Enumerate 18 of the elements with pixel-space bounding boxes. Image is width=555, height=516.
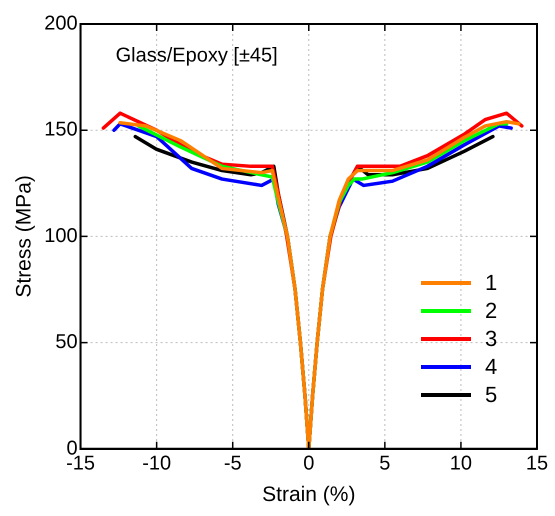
x-tick-label: 10	[450, 452, 472, 474]
x-axis-title: Strain (%)	[262, 483, 356, 506]
legend-label: 1	[485, 270, 498, 296]
legend-label: 3	[485, 326, 498, 352]
y-axis-title: Stress (MPa)	[12, 175, 36, 298]
x-tick-label: 0	[303, 452, 314, 474]
legend-label: 2	[485, 298, 498, 324]
x-tick-label: -5	[224, 452, 242, 474]
x-tick-label: 15	[526, 452, 548, 474]
y-tick-label: 200	[44, 12, 78, 35]
legend-label: 5	[485, 382, 498, 408]
y-tick-label: 100	[44, 224, 78, 247]
x-tick-label: 5	[379, 452, 390, 474]
legend-label: 4	[485, 354, 498, 380]
x-tick-label: -10	[142, 452, 172, 474]
y-tick-label: 50	[55, 331, 78, 354]
y-tick-label: 150	[44, 118, 78, 141]
annotation: Glass/Epoxy [±45]	[116, 44, 278, 67]
